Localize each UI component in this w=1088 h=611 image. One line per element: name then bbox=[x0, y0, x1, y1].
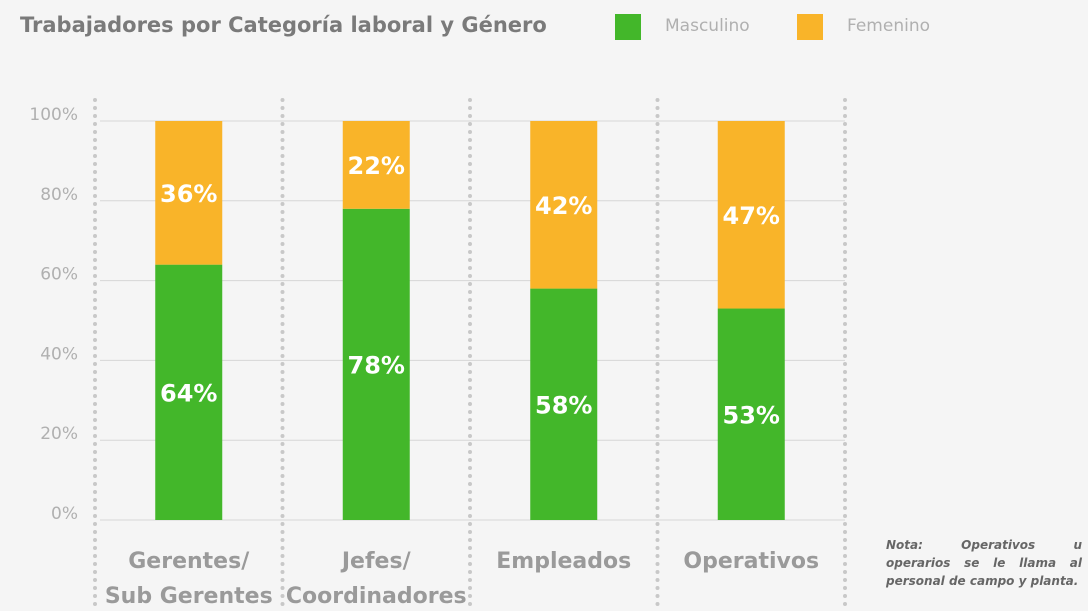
legend-label: Masculino bbox=[665, 16, 750, 36]
legend-swatch bbox=[615, 14, 641, 40]
chart-title: Trabajadores por Categoría laboral y Gén… bbox=[20, 13, 547, 37]
data-label: 64% bbox=[160, 379, 217, 407]
bar-segment bbox=[342, 208, 410, 520]
legend-swatch bbox=[797, 14, 823, 40]
x-tick-label: Empleados bbox=[496, 549, 631, 574]
data-label: 78% bbox=[348, 351, 405, 379]
x-tick-label: Coordinadores bbox=[286, 584, 467, 609]
y-tick-label: 0% bbox=[51, 504, 78, 524]
bar-segment bbox=[155, 264, 223, 520]
y-tick-label: 100% bbox=[29, 105, 78, 125]
bar-segment bbox=[530, 121, 598, 289]
x-tick-label: Jefes/ bbox=[340, 549, 412, 574]
y-tick-label: 20% bbox=[40, 424, 78, 444]
y-tick-label: 80% bbox=[40, 185, 78, 205]
bar-segment bbox=[717, 121, 785, 309]
data-label: 47% bbox=[723, 202, 780, 230]
x-tick-label: Operativos bbox=[683, 549, 819, 574]
bar-segment bbox=[155, 121, 223, 265]
x-tick-label: Sub Gerentes bbox=[105, 584, 273, 609]
data-label: 36% bbox=[160, 180, 217, 208]
data-label: 22% bbox=[348, 152, 405, 180]
bar-segment bbox=[342, 121, 410, 209]
bar-segment bbox=[530, 288, 598, 520]
data-label: 42% bbox=[535, 192, 592, 220]
bar-segment bbox=[717, 308, 785, 520]
legend-label: Femenino bbox=[847, 16, 930, 36]
y-tick-label: 60% bbox=[40, 265, 78, 285]
y-tick-label: 40% bbox=[40, 344, 78, 364]
x-tick-label: Gerentes/ bbox=[128, 549, 250, 574]
data-label: 58% bbox=[535, 391, 592, 419]
data-label: 53% bbox=[723, 401, 780, 429]
note: Nota: Operativos u operarios se le llama… bbox=[886, 538, 1082, 588]
